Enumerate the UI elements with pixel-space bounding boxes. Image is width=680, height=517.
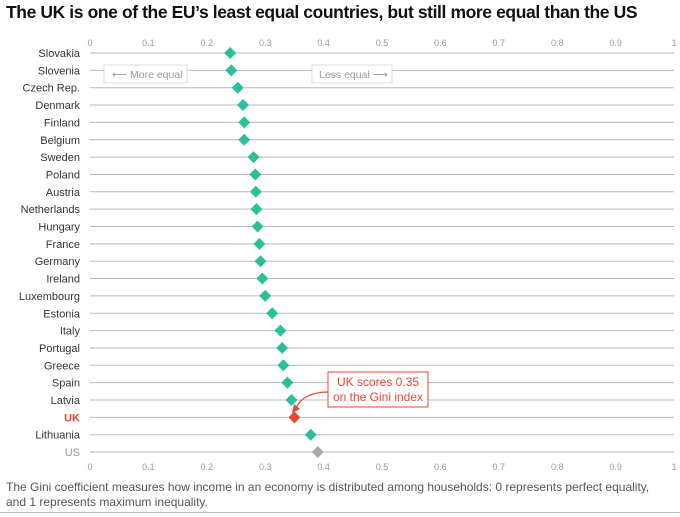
category-label: Italy: [60, 326, 81, 338]
callout-line-1: UK scores 0.35: [337, 375, 419, 389]
category-label: Czech Rep.: [23, 83, 80, 95]
diamond-marker: [281, 376, 294, 389]
more-equal-hint: ⟵ More equal: [112, 69, 183, 81]
top-tick-label: 1: [671, 38, 676, 48]
diamond-marker: [266, 307, 279, 320]
category-label: Greece: [44, 360, 80, 372]
bottom-tick-label: 0.9: [609, 462, 622, 472]
top-axis-ticks: 0 0.1 0.2 0.3 0.4 0.5 0.6 0.7 0.8 0.9 1: [87, 38, 676, 48]
diamond-marker: [249, 185, 262, 198]
chart-title: The UK is one of the EU’s least equal co…: [6, 2, 638, 22]
top-tick-label: 0.7: [493, 38, 506, 48]
diamond-marker: [224, 47, 237, 59]
data-points: [224, 47, 324, 459]
diamond-marker: [311, 446, 324, 459]
less-equal-hint: Less equal ⟶: [319, 69, 388, 81]
top-tick-label: 0.2: [201, 38, 214, 48]
bottom-tick-label: 0.5: [376, 462, 389, 472]
bottom-tick-label: 0.4: [317, 462, 330, 472]
dot-plot-chart: 0 0.1 0.2 0.3 0.4 0.5 0.6 0.7 0.8 0.9 1 0 0.1 0.2 0.3…: [19, 38, 677, 472]
top-tick-label: 0.6: [434, 38, 447, 48]
diamond-marker: [251, 220, 264, 233]
category-label: Sweden: [40, 152, 80, 164]
category-label: Belgium: [40, 135, 80, 147]
diamond-marker: [259, 289, 272, 302]
category-label: UK: [64, 412, 80, 424]
top-tick-label: 0.9: [609, 38, 622, 48]
left-arrow-icon: ⟵: [112, 69, 130, 81]
bottom-tick-label: 0.7: [493, 462, 506, 472]
bottom-tick-label: 0: [87, 462, 92, 472]
diamond-marker: [237, 99, 250, 112]
diamond-marker: [238, 133, 251, 146]
category-label: Latvia: [51, 395, 81, 407]
category-label: Netherlands: [21, 204, 81, 216]
callout-line-2: on the Gini index: [333, 390, 423, 404]
category-label: Luxembourg: [19, 291, 80, 303]
diamond-marker: [247, 151, 260, 164]
more-equal-label: More equal: [130, 69, 183, 81]
bottom-divider: [0, 512, 680, 513]
category-label: Germany: [35, 256, 81, 268]
category-label: Poland: [46, 169, 80, 181]
diamond-marker: [250, 203, 263, 216]
top-tick-label: 0.3: [259, 38, 272, 48]
diamond-marker: [256, 272, 269, 285]
diamond-marker: [231, 81, 244, 94]
diamond-marker: [253, 237, 266, 250]
chart-caption: The Gini coefficient measures how income…: [6, 480, 650, 509]
top-tick-label: 0.4: [317, 38, 330, 48]
less-equal-label: Less equal: [319, 69, 370, 81]
bottom-tick-label: 1: [671, 462, 676, 472]
diamond-marker: [274, 324, 287, 337]
bottom-tick-label: 0.3: [259, 462, 272, 472]
category-label: Portugal: [39, 343, 80, 355]
top-tick-label: 0: [87, 38, 92, 48]
diamond-marker: [225, 64, 238, 77]
category-label: Slovakia: [38, 48, 80, 60]
category-label: Hungary: [38, 222, 80, 234]
top-tick-label: 0.1: [142, 38, 155, 48]
category-label: Finland: [44, 117, 80, 129]
top-tick-label: 0.8: [551, 38, 564, 48]
category-label: Slovenia: [38, 65, 81, 77]
category-label: Spain: [52, 378, 80, 390]
uk-callout: UK scores 0.35 on the Gini index: [292, 371, 429, 413]
top-tick-label: 0.5: [376, 38, 389, 48]
category-labels: Slovakia Slovenia Czech Rep. Denmark Finland…: [19, 48, 81, 459]
category-label: France: [46, 239, 80, 251]
category-label: Lithuania: [35, 430, 81, 442]
category-label: Denmark: [35, 100, 80, 112]
diamond-marker: [276, 341, 289, 354]
bottom-tick-label: 0.6: [434, 462, 447, 472]
category-label: Austria: [46, 187, 81, 199]
bottom-axis-ticks: 0 0.1 0.2 0.3 0.4 0.5 0.6 0.7 0.8 0.9 1: [87, 462, 676, 472]
gridlines: [90, 52, 674, 453]
diamond-marker: [254, 255, 267, 268]
bottom-tick-label: 0.8: [551, 462, 564, 472]
right-arrow-icon: ⟶: [370, 69, 388, 81]
diamond-marker: [249, 168, 262, 181]
direction-hints: ⟵ More equal Less equal ⟶: [103, 64, 393, 84]
category-label: Estonia: [43, 308, 81, 320]
diamond-marker: [304, 428, 317, 441]
category-label: Ireland: [46, 274, 80, 286]
bottom-tick-label: 0.1: [142, 462, 155, 472]
diamond-marker: [288, 411, 301, 424]
category-label: US: [65, 447, 80, 459]
bottom-tick-label: 0.2: [201, 462, 214, 472]
diamond-marker: [285, 394, 298, 406]
diamond-marker: [277, 359, 290, 372]
diamond-marker: [238, 116, 251, 129]
